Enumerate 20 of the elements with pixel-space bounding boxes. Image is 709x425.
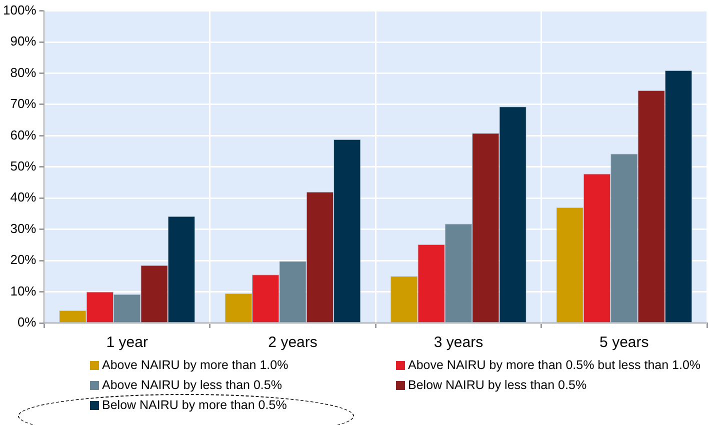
legend-label: Above NAIRU by less than 0.5%: [102, 378, 282, 393]
y-tick-label: 40%: [10, 190, 37, 205]
legend-label: Above NAIRU by more than 0.5% but less than 1.0%: [408, 358, 701, 373]
y-tick-label: 80%: [10, 64, 37, 80]
y-tick-label: 50%: [10, 158, 37, 174]
y-tick-label: 70%: [10, 96, 37, 112]
y-tick-label: 20%: [10, 252, 37, 268]
legend-label: Below NAIRU by more than 0.5%: [102, 398, 287, 413]
legend-label: Below NAIRU by less than 0.5%: [408, 378, 587, 393]
y-tick-label: 0%: [17, 314, 37, 330]
y-tick-label: 60%: [10, 127, 37, 142]
legend-label: Above NAIRU by more than 1.0%: [102, 358, 288, 373]
y-tick-label: 30%: [10, 220, 37, 236]
x-tick-label: 3 years: [434, 334, 484, 352]
y-tick-label: 10%: [10, 283, 37, 298]
x-tick-label: 1 year: [106, 334, 148, 352]
y-tick-label: 90%: [10, 34, 37, 49]
x-tick-label: 5 years: [600, 334, 649, 352]
y-tick-label: 100%: [3, 2, 37, 18]
x-tick-label: 2 years: [268, 334, 318, 352]
